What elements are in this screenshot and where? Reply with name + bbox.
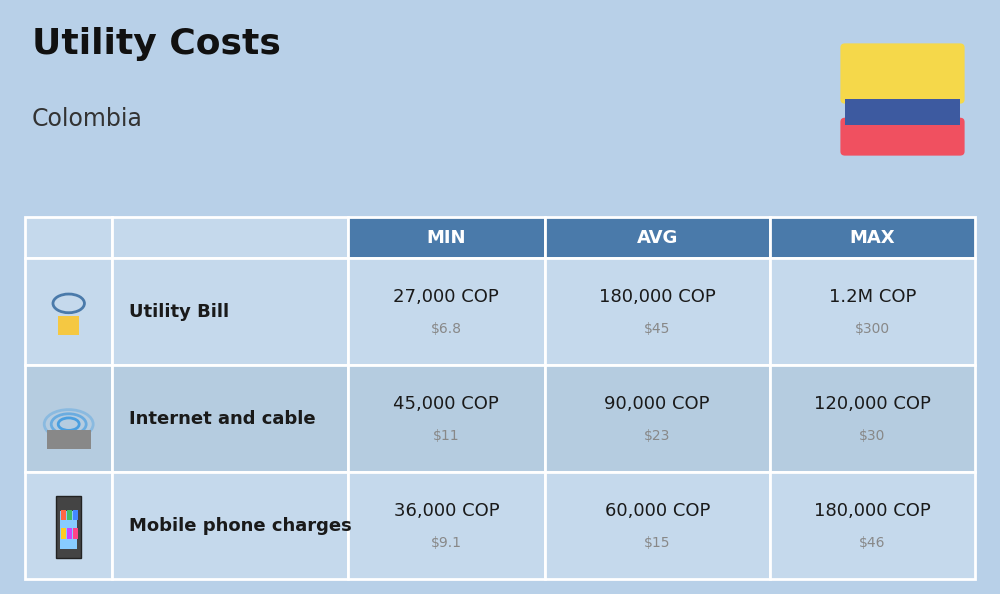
Bar	[61, 510, 66, 520]
Bar	[73, 528, 78, 539]
Text: 36,000 COP: 36,000 COP	[394, 502, 499, 520]
Bar	[60, 511, 77, 549]
Text: $15: $15	[644, 536, 670, 550]
Bar	[37, 389, 100, 448]
Text: 45,000 COP: 45,000 COP	[393, 395, 499, 413]
Bar	[348, 217, 545, 258]
Text: MIN: MIN	[427, 229, 466, 247]
Bar	[112, 217, 348, 258]
Text: $30: $30	[859, 429, 886, 443]
Bar	[545, 217, 770, 258]
Bar	[25, 472, 112, 579]
Bar	[545, 258, 770, 365]
Bar	[545, 365, 770, 472]
Text: Internet and cable: Internet and cable	[129, 410, 316, 428]
Bar	[348, 258, 545, 365]
Text: $45: $45	[644, 322, 670, 336]
Bar	[112, 365, 348, 472]
Text: MAX: MAX	[850, 229, 895, 247]
Bar	[73, 510, 78, 520]
Bar	[770, 472, 975, 579]
Text: 120,000 COP: 120,000 COP	[814, 395, 931, 413]
Bar	[845, 100, 960, 125]
Text: Colombia: Colombia	[32, 107, 143, 131]
Bar	[58, 316, 79, 336]
Text: Utility Costs: Utility Costs	[32, 27, 281, 61]
Text: $11: $11	[433, 429, 460, 443]
Bar	[348, 472, 545, 579]
Bar	[770, 365, 975, 472]
Text: 60,000 COP: 60,000 COP	[605, 502, 710, 520]
Text: $46: $46	[859, 536, 886, 550]
Bar	[545, 472, 770, 579]
Bar	[67, 510, 72, 520]
Text: $300: $300	[855, 322, 890, 336]
Bar	[25, 365, 112, 472]
Bar	[770, 258, 975, 365]
Text: $23: $23	[644, 429, 670, 443]
Bar	[770, 217, 975, 258]
FancyBboxPatch shape	[840, 43, 965, 104]
Text: Utility Bill: Utility Bill	[129, 303, 229, 321]
Text: 90,000 COP: 90,000 COP	[604, 395, 710, 413]
FancyBboxPatch shape	[840, 118, 965, 156]
Text: 1.2M COP: 1.2M COP	[829, 288, 916, 306]
Bar	[348, 365, 545, 472]
Bar	[67, 528, 72, 539]
Bar	[845, 100, 960, 125]
Bar	[112, 472, 348, 579]
Bar	[56, 496, 81, 558]
Bar	[61, 528, 66, 539]
Bar	[37, 496, 100, 555]
Text: $6.8: $6.8	[431, 322, 462, 336]
Bar	[47, 429, 91, 448]
Bar	[25, 217, 112, 258]
Text: Mobile phone charges: Mobile phone charges	[129, 517, 352, 535]
Text: 27,000 COP: 27,000 COP	[393, 288, 499, 306]
Text: $9.1: $9.1	[431, 536, 462, 550]
Text: 180,000 COP: 180,000 COP	[814, 502, 931, 520]
Bar	[112, 258, 348, 365]
Bar	[37, 282, 100, 342]
Text: 180,000 COP: 180,000 COP	[599, 288, 716, 306]
Text: AVG: AVG	[637, 229, 678, 247]
Bar	[25, 258, 112, 365]
